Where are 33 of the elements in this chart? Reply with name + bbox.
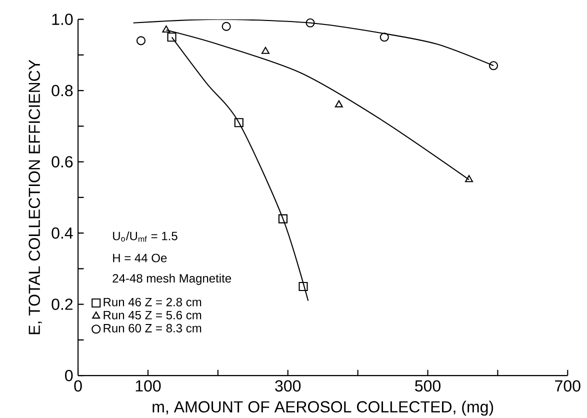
line-series — [132, 20, 494, 66]
point — [278, 214, 288, 224]
legend-label: Run 60 Z = 8.3 cm — [104, 324, 202, 333]
x-tick-label: 300 — [275, 380, 301, 392]
x-tick-label: 100 — [136, 380, 161, 392]
point — [222, 22, 231, 32]
y-tick-label: 0.4 — [52, 228, 73, 239]
point — [306, 18, 315, 28]
annotation: 24-48 mesh Magnetite — [112, 274, 232, 286]
point — [334, 100, 343, 108]
point — [136, 36, 146, 46]
y-tick-label: 0 — [65, 370, 73, 382]
point — [167, 32, 176, 42]
y-tick-label: 1.0 — [52, 14, 73, 26]
x-tick-label: 700 — [555, 380, 580, 392]
point — [465, 175, 474, 182]
x-tick-label: 0 — [74, 380, 82, 392]
legend-label: Run 45 Z = 5.6 cm — [104, 311, 202, 320]
y-tick-label: 0.8 — [52, 85, 73, 96]
point — [261, 47, 270, 54]
point — [380, 32, 389, 42]
point — [162, 26, 170, 33]
y-tick-label: 0.6 — [52, 156, 73, 168]
x-tick-label: 500 — [415, 380, 440, 392]
annotation: H = 44 Oe — [113, 254, 167, 262]
point — [298, 282, 308, 292]
annotation: U$_{o}$/U$_{mf}$ = 1.5 — [113, 232, 178, 242]
y-axis-title: E, TOTAL COLLECTION EFFICIENCY — [28, 60, 42, 334]
x-axis-title: m, AMOUNT OF AEROSOL COLLECTED, (mg) — [152, 400, 494, 416]
point — [488, 61, 498, 70]
legend-label: Run 46 Z = 2.8 cm — [104, 298, 202, 307]
y-tick-label: 0.2 — [52, 298, 73, 310]
point — [234, 118, 244, 128]
